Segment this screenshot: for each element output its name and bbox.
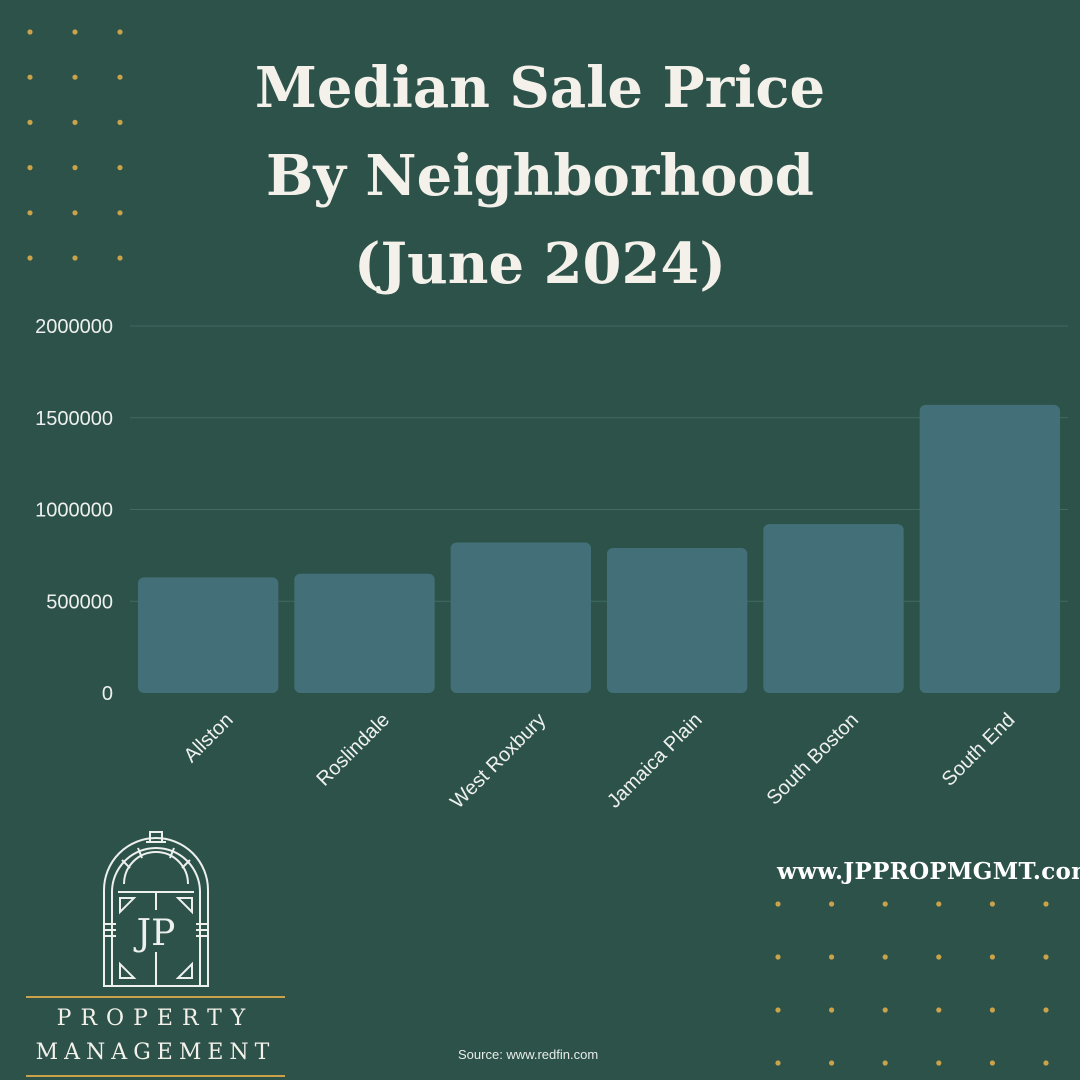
- dot: [72, 165, 78, 171]
- dot: [775, 1060, 781, 1066]
- dot: [72, 255, 78, 261]
- dot: [117, 255, 123, 261]
- dot: [117, 210, 123, 216]
- dot: [829, 1060, 835, 1066]
- dot: [72, 29, 78, 35]
- dot: [989, 1060, 995, 1066]
- logo-divider-bottom: [26, 1075, 285, 1077]
- website-url[interactable]: www.JPPROPMGMT.com: [777, 858, 1080, 885]
- dot: [936, 901, 942, 907]
- logo-monogram: JP: [133, 913, 176, 954]
- dot: [117, 29, 123, 35]
- dot: [882, 954, 888, 960]
- dot: [936, 1060, 942, 1066]
- x-tick-label: Roslindale: [312, 709, 394, 791]
- x-tick-label: South Boston: [763, 709, 863, 809]
- dot: [936, 954, 942, 960]
- dot: [72, 119, 78, 125]
- dot: [829, 1007, 835, 1013]
- dot: [1043, 901, 1049, 907]
- dot: [936, 1007, 942, 1013]
- brand-line-2: MANAGEMENT: [35, 1040, 276, 1065]
- source-note: Source: www.redfin.com: [458, 1047, 599, 1062]
- bars: [138, 404, 1060, 693]
- bar-chart: 0 500000 1000000 1500000 2000000 Allston Rosl…: [35, 316, 1068, 813]
- dot: [829, 954, 835, 960]
- dot: [989, 954, 995, 960]
- dot: [27, 165, 33, 171]
- y-tick-label: 1500000: [35, 408, 113, 430]
- y-axis: 0 500000 1000000 1500000 2000000: [35, 316, 113, 705]
- dot: [27, 119, 33, 125]
- logo-divider-top: [26, 996, 285, 998]
- decorative-dot-grid-bottom-right: [775, 901, 1049, 1066]
- door-logo-icon: JP: [103, 831, 209, 987]
- dot: [882, 901, 888, 907]
- bar-allston: [138, 577, 279, 693]
- dot: [117, 74, 123, 80]
- x-tick-label: Jamaica Plain: [603, 709, 707, 813]
- title-line-2: By Neighborhood: [266, 143, 814, 209]
- dot: [1043, 954, 1049, 960]
- title-line-3: (June 2024): [354, 231, 726, 297]
- x-tick-label: South End: [938, 709, 1020, 791]
- dot: [27, 255, 33, 261]
- dot: [1043, 1060, 1049, 1066]
- y-tick-label: 0: [102, 683, 113, 705]
- dot: [27, 210, 33, 216]
- dot: [72, 74, 78, 80]
- x-axis: Allston Roslindale West Roxbury Jamaica Pla…: [180, 709, 1020, 813]
- dot: [27, 74, 33, 80]
- bar-roslindale: [294, 573, 435, 693]
- chart-title: Median Sale Price By Neighborhood (June …: [240, 44, 840, 308]
- dot: [775, 1007, 781, 1013]
- y-tick-label: 500000: [46, 591, 113, 613]
- bar-south-boston: [763, 524, 904, 693]
- dot: [882, 1007, 888, 1013]
- dot: [829, 901, 835, 907]
- dot: [775, 954, 781, 960]
- decorative-dot-grid-top-left: [27, 29, 123, 261]
- y-tick-label: 1000000: [35, 500, 113, 522]
- brand-line-1: PROPERTY: [56, 1006, 255, 1031]
- dot: [989, 1007, 995, 1013]
- dot: [117, 119, 123, 125]
- dot: [117, 165, 123, 171]
- dot: [989, 901, 995, 907]
- dot: [882, 1060, 888, 1066]
- bar-west-roxbury: [450, 542, 591, 693]
- bar-south-end: [919, 404, 1060, 693]
- x-tick-label: West Roxbury: [446, 709, 550, 813]
- dot: [775, 901, 781, 907]
- dot: [1043, 1007, 1049, 1013]
- dot: [27, 29, 33, 35]
- title-line-1: Median Sale Price: [254, 55, 826, 121]
- dot: [72, 210, 78, 216]
- bar-jamaica-plain: [607, 548, 748, 693]
- x-tick-label: Allston: [180, 709, 238, 767]
- gridlines: [130, 325, 1068, 602]
- y-tick-label: 2000000: [35, 316, 113, 338]
